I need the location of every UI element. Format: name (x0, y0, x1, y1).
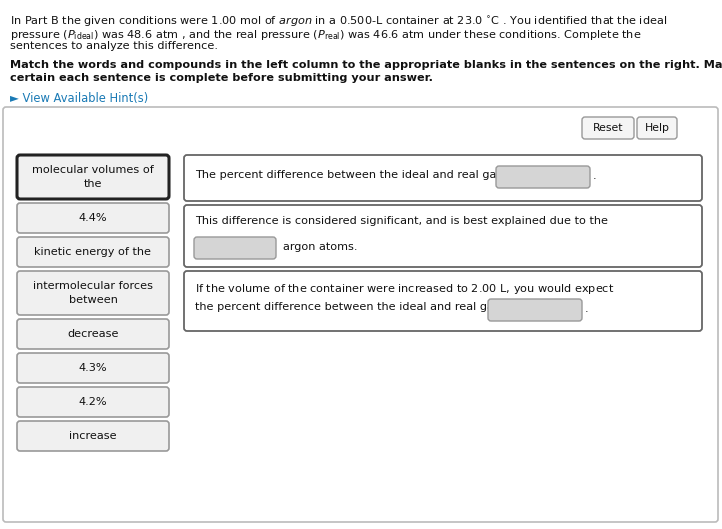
Text: If the volume of the container were increased to 2.00 $\mathrm{L}$, you would ex: If the volume of the container were incr… (195, 282, 614, 296)
FancyBboxPatch shape (17, 387, 169, 417)
FancyBboxPatch shape (17, 319, 169, 349)
FancyBboxPatch shape (488, 299, 582, 321)
Text: decrease: decrease (67, 329, 118, 339)
Text: kinetic energy of the: kinetic energy of the (35, 247, 152, 257)
FancyBboxPatch shape (637, 117, 677, 139)
FancyBboxPatch shape (496, 166, 590, 188)
Text: the percent difference between the ideal and real gas to: the percent difference between the ideal… (195, 302, 515, 312)
Text: The percent difference between the ideal and real gas is: The percent difference between the ideal… (195, 170, 515, 180)
Text: Match the words and compounds in the left column to the appropriate blanks in th: Match the words and compounds in the lef… (10, 60, 722, 70)
Text: .: . (593, 171, 596, 181)
Text: .: . (585, 304, 588, 314)
FancyBboxPatch shape (17, 421, 169, 451)
FancyBboxPatch shape (582, 117, 634, 139)
Text: molecular volumes of
the: molecular volumes of the (32, 166, 154, 189)
Text: 4.2%: 4.2% (79, 397, 108, 407)
Text: certain each sentence is complete before submitting your answer.: certain each sentence is complete before… (10, 73, 433, 83)
Text: 4.3%: 4.3% (79, 363, 108, 373)
Text: This difference is considered significant, and is best explained due to the: This difference is considered significan… (195, 216, 608, 226)
Text: 4.4%: 4.4% (79, 213, 108, 223)
Text: sentences to analyze this difference.: sentences to analyze this difference. (10, 41, 218, 51)
Text: increase: increase (69, 431, 117, 441)
FancyBboxPatch shape (17, 237, 169, 267)
Text: argon atoms.: argon atoms. (283, 242, 357, 252)
FancyBboxPatch shape (184, 271, 702, 331)
FancyBboxPatch shape (17, 155, 169, 199)
Text: In Part B the given conditions were 1.00 mol of $\mathit{argon}$ in a 0.500-$\ma: In Part B the given conditions were 1.00… (10, 15, 667, 29)
Text: intermolecular forces
between: intermolecular forces between (33, 281, 153, 305)
FancyBboxPatch shape (17, 271, 169, 315)
Text: Reset: Reset (593, 123, 623, 133)
FancyBboxPatch shape (194, 237, 276, 259)
FancyBboxPatch shape (17, 203, 169, 233)
FancyBboxPatch shape (3, 107, 718, 522)
FancyBboxPatch shape (184, 155, 702, 201)
FancyBboxPatch shape (184, 205, 702, 267)
Text: ► View Available Hint(s): ► View Available Hint(s) (10, 92, 148, 105)
Text: Help: Help (645, 123, 669, 133)
FancyBboxPatch shape (17, 353, 169, 383)
Text: pressure ($P_{\mathrm{ideal}}$) was 48.6 $\mathrm{atm}$ , and the real pressure : pressure ($P_{\mathrm{ideal}}$) was 48.6… (10, 28, 641, 42)
